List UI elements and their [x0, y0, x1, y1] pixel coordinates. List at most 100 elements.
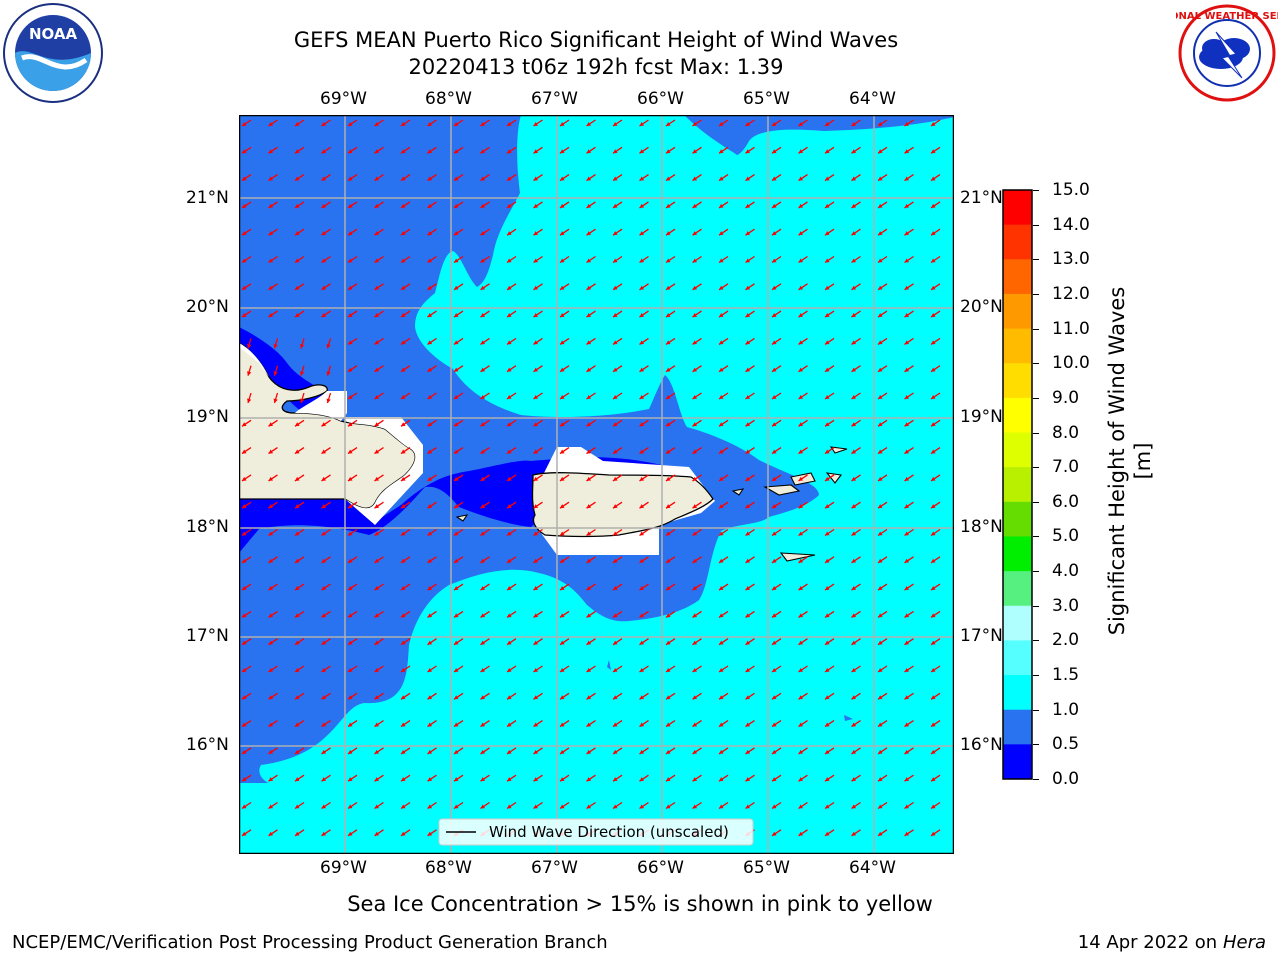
wind-wave-arrowhead	[798, 340, 804, 345]
wind-wave-arrowhead	[931, 640, 936, 645]
wind-wave-arrowhead	[931, 613, 936, 618]
wind-wave-arrowhead	[878, 476, 883, 481]
wind-wave-arrowhead	[613, 558, 618, 563]
wind-wave-arrowhead	[745, 667, 751, 672]
wind-wave-arrowhead	[560, 476, 565, 481]
wind-wave-arrowhead	[427, 340, 433, 345]
wind-wave-arrowhead	[878, 613, 883, 618]
colorbar-segment	[1003, 328, 1032, 364]
wind-wave-arrowhead	[348, 176, 353, 181]
wind-wave-arrowhead	[666, 613, 671, 618]
wind-wave-arrowhead	[666, 722, 671, 727]
wind-wave-arrowhead	[242, 722, 247, 727]
wind-wave-arrowhead	[825, 586, 830, 591]
wind-wave-arrowhead	[348, 149, 353, 154]
wind-wave-arrowhead	[692, 586, 698, 591]
wind-wave-arrowhead	[719, 340, 724, 345]
wind-wave-arrowhead	[401, 504, 406, 509]
wind-wave-arrowhead	[825, 367, 830, 372]
lon-label-top-64w: 64°W	[849, 89, 896, 109]
wind-wave-arrowhead	[454, 749, 459, 754]
wind-wave-arrowhead	[560, 531, 565, 536]
wind-wave-arrowhead	[772, 531, 777, 536]
colorbar-tick-mark	[1033, 363, 1039, 365]
wind-wave-arrowhead	[878, 640, 883, 645]
wind-wave-arrowhead	[639, 203, 645, 208]
wind-wave-arrowhead	[613, 422, 618, 427]
sea-ice-note: Sea Ice Concentration > 15% is shown in …	[347, 892, 933, 916]
wind-wave-arrowhead	[878, 313, 883, 318]
lat-label-right-21n: 21°N	[960, 188, 1003, 208]
wind-wave-arrowhead	[613, 340, 618, 345]
wind-wave-arrowhead	[772, 203, 777, 208]
wind-wave-arrowhead	[480, 586, 486, 591]
wind-wave-arrowhead	[613, 449, 618, 454]
wind-wave-arrowhead	[904, 176, 910, 181]
wind-wave-arrowhead	[613, 722, 618, 727]
wind-wave-arrowhead	[300, 371, 305, 376]
wind-wave-arrowhead	[268, 422, 274, 427]
wind-wave-arrowhead	[507, 176, 512, 181]
wind-wave-arrowhead	[427, 367, 433, 372]
wind-wave-arrowhead	[321, 722, 327, 727]
wind-wave-arrowhead	[851, 586, 857, 591]
wind-wave-arrowhead	[613, 504, 618, 509]
wind-wave-arrowhead	[586, 176, 592, 181]
wind-wave-arrowhead	[666, 777, 671, 782]
wind-wave-arrowhead	[825, 394, 830, 399]
wind-wave-arrowhead	[613, 121, 618, 126]
wind-wave-arrowhead	[745, 449, 751, 454]
wind-wave-arrowhead	[507, 313, 512, 318]
wind-wave-arrowhead	[401, 394, 406, 399]
colorbar-tick-mark	[1033, 779, 1039, 780]
wind-wave-arrowhead	[586, 722, 592, 727]
wind-wave-arrowhead	[348, 504, 353, 509]
wind-wave-arrowhead	[533, 422, 539, 427]
wind-wave-arrowhead	[666, 504, 671, 509]
wind-wave-arrowhead	[295, 231, 300, 236]
wind-wave-arrowhead	[745, 695, 751, 700]
wind-wave-arrowhead	[321, 586, 327, 591]
wind-wave-arrowhead	[268, 231, 274, 236]
wind-wave-arrowhead	[719, 449, 724, 454]
wind-wave-arrowhead	[401, 367, 406, 372]
wind-wave-arrowhead	[639, 121, 645, 126]
wind-wave-arrowhead	[613, 367, 618, 372]
wind-wave-arrowhead	[904, 313, 910, 318]
lon-label-bottom-65w: 65°W	[743, 858, 790, 878]
wind-wave-arrowhead	[666, 667, 671, 672]
wind-wave-arrowhead	[533, 121, 539, 126]
wind-wave-arrowhead	[480, 722, 486, 727]
wind-wave-arrowhead	[507, 531, 512, 536]
wind-wave-arrowhead	[904, 203, 910, 208]
wind-wave-arrowhead	[798, 667, 804, 672]
colorbar-segment	[1003, 501, 1032, 537]
wind-wave-arrowhead	[586, 449, 592, 454]
wind-wave-arrowhead	[268, 722, 274, 727]
wind-wave-arrowhead	[533, 176, 539, 181]
wind-wave-arrowhead	[268, 531, 274, 536]
wind-wave-arrowhead	[586, 749, 592, 754]
wind-wave-arrowhead	[745, 640, 751, 645]
wind-wave-arrowhead	[533, 285, 539, 290]
wind-wave-arrowhead	[507, 121, 512, 126]
wind-wave-arrowhead	[851, 777, 857, 782]
wind-wave-arrowhead	[613, 394, 618, 399]
wind-wave-arrowhead	[745, 804, 751, 809]
wind-wave-arrowhead	[745, 722, 751, 727]
wind-wave-arrowhead	[666, 749, 671, 754]
wind-wave-arrowhead	[480, 777, 486, 782]
wind-wave-arrowhead	[798, 394, 804, 399]
wind-wave-arrowhead	[295, 121, 300, 126]
colorbar-tick-mark	[1033, 640, 1039, 642]
wind-wave-arrowhead	[851, 749, 857, 754]
colorbar-tick-mark	[1033, 605, 1039, 607]
wind-wave-arrowhead	[348, 394, 353, 399]
wind-wave-arrowhead	[507, 149, 512, 154]
wind-wave-arrowhead	[745, 613, 751, 618]
colorbar-tick-mark	[1033, 224, 1039, 226]
wind-wave-arrowhead	[931, 422, 936, 427]
wind-wave-arrowhead	[825, 804, 830, 809]
wind-wave-arrowhead	[639, 531, 645, 536]
wind-wave-arrowhead	[904, 121, 910, 126]
